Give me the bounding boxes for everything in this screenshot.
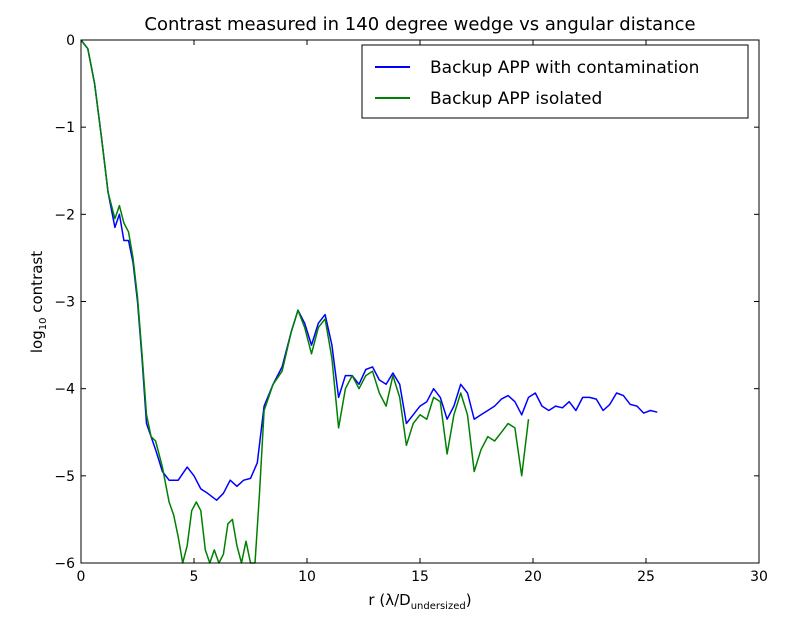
chart-title: Contrast measured in 140 degree wedge vs… [144,14,695,35]
ticks-layer: 0 5 10 15 20 25 30 0 −1 −2 −3 −4 −5 −6 [54,33,768,585]
y-tick-label: −4 [54,382,75,398]
x-tick-label: 10 [298,569,316,585]
y-tick-label: 0 [66,33,75,49]
legend: Backup APP with contamination Backup APP… [361,44,749,119]
y-axis-label-subscript: 10 [38,318,49,331]
x-tick-label: 5 [190,569,199,585]
x-tick-label: 0 [77,569,86,585]
x-axis-label: r (λ/Dundersized) [368,591,471,612]
y-axis-label-rest: contrast [28,251,46,318]
y-axis-label: log10 contrast [28,251,49,353]
x-tick-label: 20 [524,569,542,585]
y-axis-label-main: log [28,330,46,353]
legend-label-series-2: Backup APP isolated [430,89,602,109]
x-tick-label: 30 [750,569,768,585]
x-tick-label: 15 [411,569,429,585]
y-tick-label: −2 [54,207,75,223]
y-tick-label: −6 [54,556,75,572]
y-tick-label: −3 [54,295,75,311]
y-tick-label: −1 [54,120,75,136]
x-axis-label-close: ) [466,591,472,609]
series-line-2 [80,39,530,564]
legend-box [361,44,749,119]
series-line-1 [80,39,658,501]
y-tick-label: −5 [54,469,75,485]
x-axis-label-subscript: undersized [411,601,466,612]
legend-label-series-1: Backup APP with contamination [430,58,699,78]
plot-frame [80,39,760,564]
series-layer [80,39,658,564]
x-axis-label-main: r (λ/D [368,591,410,609]
x-tick-label: 25 [637,569,655,585]
